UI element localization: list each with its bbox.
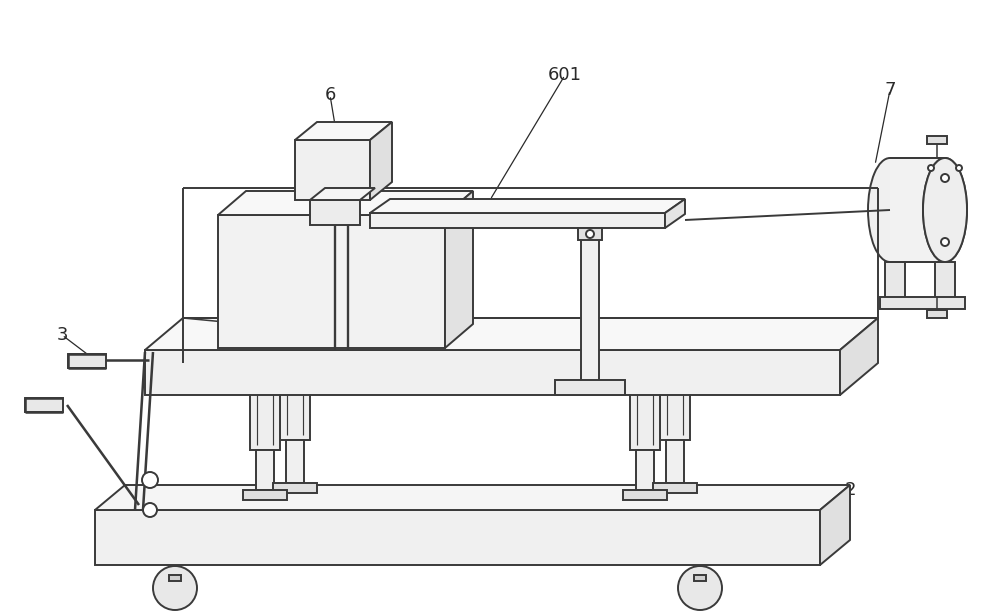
Bar — [630, 370, 660, 450]
Polygon shape — [665, 199, 685, 228]
Polygon shape — [840, 318, 878, 395]
Text: 4: 4 — [784, 341, 796, 359]
Text: 5: 5 — [229, 271, 241, 289]
Bar — [169, 575, 181, 581]
Ellipse shape — [868, 158, 912, 262]
Circle shape — [586, 230, 594, 238]
Bar — [256, 450, 274, 490]
Bar — [555, 380, 625, 395]
Bar — [310, 200, 360, 225]
Bar — [935, 262, 955, 302]
Bar — [250, 370, 280, 450]
Bar — [370, 213, 665, 228]
Circle shape — [956, 165, 962, 171]
Bar — [68, 354, 106, 368]
Ellipse shape — [923, 158, 967, 262]
Bar — [880, 297, 965, 309]
Polygon shape — [370, 122, 392, 200]
Polygon shape — [295, 122, 392, 140]
Bar — [218, 215, 445, 348]
Circle shape — [928, 165, 934, 171]
Text: 3: 3 — [56, 326, 68, 344]
Circle shape — [678, 566, 722, 610]
Bar — [890, 158, 945, 262]
Polygon shape — [370, 199, 685, 213]
Bar — [295, 140, 370, 200]
Text: 7: 7 — [884, 81, 896, 99]
Bar — [280, 360, 310, 440]
Bar — [145, 350, 840, 395]
Bar — [694, 575, 706, 581]
Bar — [666, 440, 684, 483]
Bar — [623, 490, 667, 500]
Polygon shape — [310, 188, 375, 200]
Polygon shape — [145, 318, 878, 350]
Bar — [273, 350, 317, 360]
Circle shape — [142, 472, 158, 488]
Bar — [636, 450, 654, 490]
Bar — [25, 398, 63, 412]
Circle shape — [143, 503, 157, 517]
Text: 601: 601 — [548, 66, 582, 84]
Bar — [653, 350, 697, 360]
Text: 6: 6 — [324, 86, 336, 104]
Bar — [578, 228, 602, 240]
Bar — [885, 262, 905, 302]
Polygon shape — [820, 485, 850, 565]
Bar — [581, 215, 599, 395]
Bar — [243, 490, 287, 500]
Bar — [623, 360, 667, 370]
Circle shape — [941, 238, 949, 246]
Bar — [927, 310, 947, 318]
Polygon shape — [218, 191, 473, 215]
Text: 1: 1 — [814, 366, 826, 384]
Polygon shape — [95, 485, 850, 510]
Bar — [660, 360, 690, 440]
Bar — [286, 440, 304, 483]
Circle shape — [941, 174, 949, 182]
Polygon shape — [445, 191, 473, 348]
Bar — [653, 483, 697, 493]
Text: 2: 2 — [844, 481, 856, 499]
Bar — [95, 510, 820, 565]
Bar — [273, 483, 317, 493]
Ellipse shape — [923, 158, 967, 262]
Bar — [927, 136, 947, 144]
Bar — [243, 360, 287, 370]
Circle shape — [153, 566, 197, 610]
